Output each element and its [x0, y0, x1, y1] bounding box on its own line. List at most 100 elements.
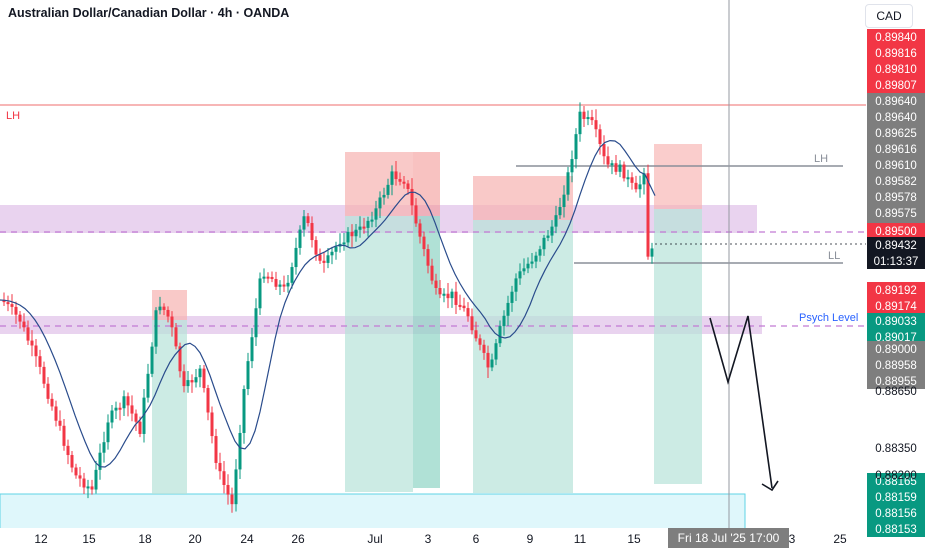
candle-body — [594, 120, 598, 130]
candle-body — [474, 330, 478, 339]
chart-title: Australian Dollar/Canadian Dollar · 4h ·… — [8, 6, 290, 20]
candle-body — [586, 117, 590, 120]
candle-body — [398, 179, 402, 182]
short-tp-box-5 — [654, 209, 702, 484]
candle-body — [158, 306, 162, 311]
candle-body — [118, 407, 122, 410]
price-axis-label: 0.88165 — [875, 476, 917, 488]
time-tick-label: 3 — [425, 532, 432, 546]
candle-body — [390, 171, 394, 185]
candle-body — [622, 164, 626, 179]
candle-body — [610, 163, 614, 166]
candle-body — [526, 263, 530, 269]
candle-body — [242, 389, 246, 433]
candle-body — [82, 478, 86, 488]
price-axis-label-bg — [867, 237, 925, 253]
candle-body — [14, 306, 18, 315]
candle-body — [566, 172, 570, 195]
candle-body — [110, 410, 114, 423]
candle-body — [402, 181, 406, 184]
candle-body — [26, 327, 30, 341]
crosshair-date-label: Fri 18 Jul '25 17:00 — [668, 528, 789, 548]
price-axis-label: 0.89807 — [875, 80, 917, 92]
candle-body — [558, 207, 562, 216]
candle-body — [486, 352, 490, 368]
candle-body — [266, 276, 270, 279]
candle-body — [114, 407, 118, 411]
candle-body — [534, 255, 538, 262]
candle-body — [254, 308, 258, 338]
candle-body — [22, 321, 26, 328]
time-tick-label: 15 — [82, 532, 96, 546]
candle-body — [614, 163, 618, 172]
candle-body — [326, 255, 330, 263]
candle-body — [546, 235, 550, 238]
candle-body — [238, 432, 242, 470]
candle-body — [150, 346, 154, 374]
candle-body — [122, 396, 126, 409]
candle-body — [630, 177, 634, 183]
candle-body — [550, 226, 554, 236]
candle-body — [334, 246, 338, 252]
price-axis-label-bg — [867, 489, 925, 505]
candle-body — [626, 177, 630, 180]
price-axis-label: 0.89582 — [875, 176, 917, 188]
candle-body — [94, 469, 98, 490]
candle-body — [414, 205, 418, 224]
candle-body — [102, 442, 106, 453]
price-axis-label-bg — [867, 77, 925, 93]
price-axis-label-bg — [867, 473, 925, 489]
time-tick-label: 26 — [291, 532, 305, 546]
price-axis-label-bg — [867, 93, 925, 109]
candle-body — [90, 486, 94, 490]
candle-body — [574, 134, 578, 160]
candle-body — [262, 276, 266, 279]
price-axis-label: 0.89816 — [875, 48, 917, 60]
candle-body — [522, 268, 526, 272]
candle-body — [450, 291, 454, 299]
time-tick-label: 9 — [527, 532, 534, 546]
candle-body — [126, 396, 130, 406]
candle-body — [106, 422, 110, 443]
candle-body — [374, 208, 378, 220]
price-axis-label-bg — [867, 109, 925, 125]
candle-body — [98, 452, 102, 470]
candle-body — [438, 288, 442, 295]
short-sl-box-3 — [413, 152, 440, 216]
price-axis-label: 01:13:37 — [874, 256, 919, 268]
candle-body — [74, 467, 78, 476]
candle-body — [482, 344, 486, 353]
price-axis-label-bg — [867, 223, 925, 239]
currency-button[interactable]: CAD — [865, 4, 913, 28]
time-tick-label: Jul — [367, 532, 382, 546]
candle-body — [422, 236, 426, 250]
candle-body — [142, 397, 146, 434]
projection-arrowhead — [761, 480, 779, 492]
candle-body — [274, 278, 278, 287]
candle-body — [6, 302, 10, 305]
candle-body — [618, 164, 622, 172]
lh-right-label: LH — [814, 153, 828, 165]
price-axis-label: 0.88958 — [875, 360, 917, 372]
candle-body — [358, 226, 362, 230]
candle-body — [506, 302, 510, 316]
candle-body — [306, 216, 310, 224]
price-axis-label-bg — [867, 205, 925, 221]
price-axis-label-bg — [867, 125, 925, 141]
candle-body — [170, 316, 174, 328]
time-tick-label: 24 — [240, 532, 254, 546]
candle-body — [30, 340, 34, 346]
candle-body — [78, 475, 82, 479]
candle-body — [290, 267, 294, 283]
candle-body — [530, 261, 534, 264]
price-axis-label-bg — [867, 357, 925, 373]
candle-body — [46, 383, 50, 399]
candle-body — [302, 216, 306, 230]
candle-body — [510, 291, 514, 303]
candle-body — [426, 249, 430, 266]
ll-label: LL — [828, 250, 840, 262]
candle-body — [138, 421, 142, 434]
candle-body — [202, 368, 206, 389]
